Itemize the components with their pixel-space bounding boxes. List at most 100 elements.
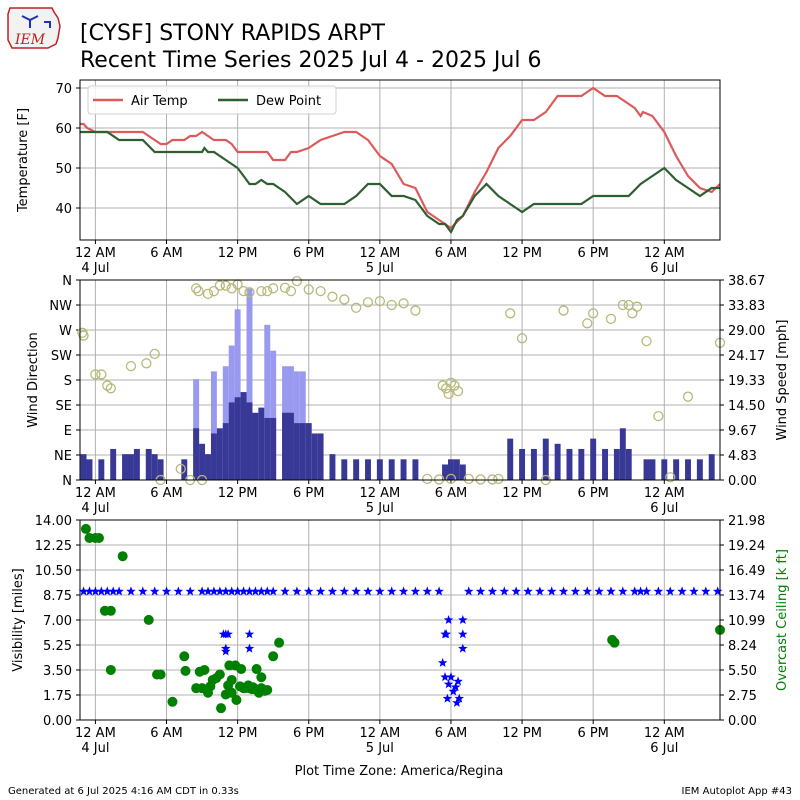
x-tick-label: 6 AM <box>150 726 183 741</box>
speed-tick-label: 9.67 <box>728 424 757 439</box>
speed-bar <box>246 402 253 480</box>
ceiling-point <box>93 533 104 544</box>
wind-panel: N 0.00 NE 4.83 E 9.67 SE 14.50 S 19.33 SW 24.17 W 29.… <box>26 274 790 516</box>
ceiling-point <box>105 605 116 616</box>
air-temp-line <box>80 86 721 230</box>
visibility-tick-label: 10.50 <box>35 564 72 579</box>
wind-direction-point <box>208 285 220 297</box>
speed-bar <box>216 428 223 480</box>
wind-direction-point <box>262 285 273 297</box>
wind-direction-point <box>279 282 291 293</box>
x-tick-label: 6 PM <box>293 486 324 501</box>
plot-frame <box>79 519 721 721</box>
ceiling-point <box>251 664 262 675</box>
visibility-point <box>570 586 581 596</box>
wind-direction-point <box>398 298 409 309</box>
speed-bar <box>205 454 211 480</box>
plot-frame <box>79 279 721 481</box>
speed-bar <box>157 459 164 480</box>
wind-direction-point <box>149 348 160 360</box>
visibility-point <box>96 586 107 596</box>
wind-direction-point <box>452 385 464 397</box>
speed-bar <box>673 459 680 480</box>
x-axis-label: Plot Time Zone: America/Regina <box>295 764 504 779</box>
ceiling-point <box>274 637 285 648</box>
visibility-point <box>558 586 569 596</box>
speed-bar <box>685 459 691 480</box>
y-tick-label: 60 <box>55 122 72 137</box>
visibility-point <box>712 586 723 596</box>
footer-generated: Generated at 6 Jul 2025 4:16 AM CDT in 0… <box>8 786 239 797</box>
speed-bar <box>305 423 312 480</box>
speed-bar <box>365 459 371 480</box>
y-axis-label: Wind Direction <box>26 332 41 428</box>
visibility-tick-label: 5.25 <box>43 639 72 654</box>
visibility-point <box>653 586 664 596</box>
wind-direction-point <box>505 308 516 319</box>
visibility-point <box>441 629 451 639</box>
legend-label: Dew Point <box>256 94 321 109</box>
legend-label: Air Temp <box>131 94 188 109</box>
visibility-point <box>499 586 510 596</box>
speed-bar <box>299 423 306 480</box>
speed-bar <box>448 459 454 480</box>
wind-direction-point <box>433 474 445 485</box>
gust-bar <box>210 371 217 480</box>
speed-bar <box>625 448 632 480</box>
gust-bar <box>234 309 241 480</box>
x-tick-label: 6 PM <box>577 726 608 741</box>
wind-direction-point <box>362 297 374 308</box>
direction-tick-label: N <box>62 274 72 289</box>
speed-tick-label: 0.00 <box>728 474 757 489</box>
chart-title: [CYSF] STONY RAPIDS ARPT <box>80 21 386 46</box>
visibility-point <box>244 586 255 596</box>
x-tick-label: 12 AM <box>644 246 685 261</box>
direction-tick-label: SW <box>51 349 72 364</box>
visibility-point <box>635 586 646 596</box>
ceiling-point <box>105 664 116 675</box>
visibility-point <box>226 586 237 596</box>
visibility-point <box>232 586 243 596</box>
gust-bar <box>222 366 229 480</box>
y-axis-label: Overcast Ceiling [k ft] <box>775 549 790 691</box>
visibility-point <box>523 586 533 596</box>
visibility-point <box>458 629 468 639</box>
speed-bar <box>329 454 336 480</box>
x-tick-label: 6 AM <box>150 486 183 501</box>
direction-tick-label: SE <box>56 399 72 414</box>
visibility-point <box>280 586 290 596</box>
wind-direction-point <box>327 291 338 302</box>
x-tick-label: 6 PM <box>293 726 324 741</box>
wind-direction-point <box>558 305 569 316</box>
visibility-point <box>244 629 255 639</box>
wind-direction-point <box>487 474 498 485</box>
wind-direction-point <box>386 299 397 311</box>
visibility-point <box>90 586 101 596</box>
x-tick-label: 12 AM <box>75 726 116 741</box>
wind-direction-point <box>463 473 474 485</box>
visibility-point <box>185 586 195 596</box>
ceiling-point <box>180 665 191 676</box>
speed-bar <box>578 448 585 480</box>
ceiling-point <box>179 651 190 662</box>
visibility-point <box>250 586 261 596</box>
speed-bar <box>210 433 217 480</box>
visibility-point <box>108 586 118 596</box>
x-date-label: 4 Jul <box>81 261 109 276</box>
visibility-point <box>511 586 521 596</box>
visibility-point <box>221 646 231 656</box>
x-tick-label: 12 PM <box>218 726 258 741</box>
speed-bar <box>400 459 407 480</box>
direction-tick-label: S <box>64 374 72 389</box>
wind-direction-point <box>315 285 326 297</box>
x-tick-label: 6 AM <box>435 726 468 741</box>
visibility-point <box>327 586 338 596</box>
speed-bar <box>590 438 597 480</box>
wind-direction-point <box>105 383 116 394</box>
wind-direction-point <box>78 330 89 341</box>
chart-subtitle: Recent Time Series 2025 Jul 4 - 2025 Jul… <box>80 48 541 73</box>
visibility-point <box>126 586 136 596</box>
wind-direction-point <box>374 295 386 307</box>
ceiling-point <box>214 669 225 680</box>
wind-direction-point <box>90 369 101 380</box>
